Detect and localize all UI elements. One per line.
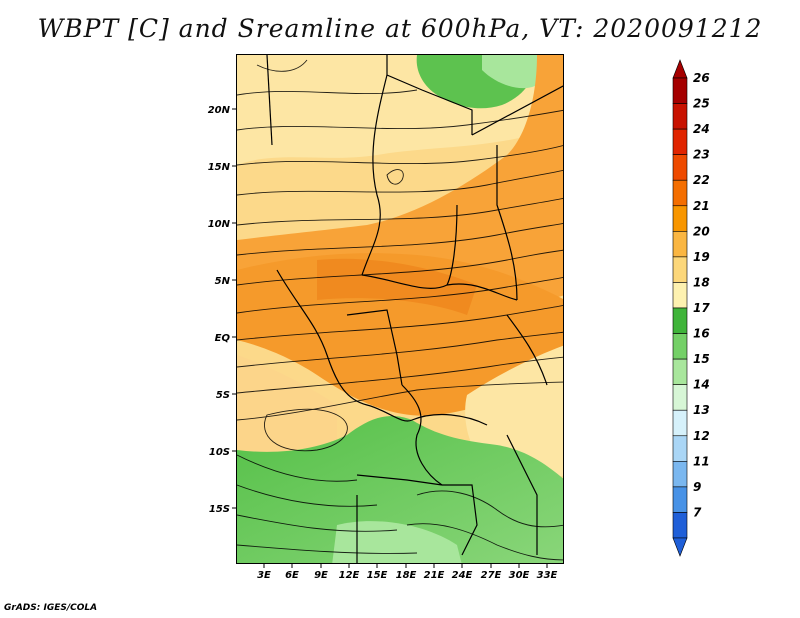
colorbar-level-label: 19 — [693, 250, 710, 264]
map-title: WBPT [C] and Sreamline at 600hPa, VT: 20… — [37, 14, 763, 43]
latitude-axis: 20N 15N 10N 5N EQ 5S 10S 15S — [208, 105, 236, 515]
colorbar-level-label: 18 — [693, 275, 710, 289]
lat-tick-label: 5S — [216, 390, 230, 401]
credit-text: GrADS: IGES/COLA — [4, 603, 98, 613]
colorbar-level-label: 13 — [693, 403, 710, 417]
lon-tick-label: 24E — [452, 570, 473, 581]
longitude-axis: 3E 6E 9E 12E 15E 18E 21E 24E 27E 30E 33E — [257, 564, 558, 581]
lon-tick-label: 12E — [339, 570, 360, 581]
colorbar-level-label: 20 — [693, 224, 710, 238]
country-borders — [266, 55, 563, 563]
lon-tick-label: 3E — [257, 570, 271, 581]
colorbar-segment — [672, 154, 688, 181]
colorbar-segment — [672, 409, 688, 437]
colorbar-level-label: 22 — [693, 173, 710, 187]
colorbar-level-label: 17 — [693, 301, 710, 315]
colorbar-segment — [672, 128, 688, 155]
lon-tick-label: 18E — [396, 570, 417, 581]
colorbar-level-label: 12 — [693, 429, 710, 443]
colorbar-level-label: 15 — [693, 352, 710, 366]
lon-tick-label: 6E — [285, 570, 299, 581]
lon-tick-label: 27E — [481, 570, 502, 581]
lat-tick-group: 20N 15N 10N 5N EQ 5S 10S 15S — [208, 105, 236, 515]
lon-tick-label: 15E — [367, 570, 388, 581]
lat-tick-label: 10S — [209, 447, 230, 458]
colorbar-segment — [672, 256, 688, 283]
map-canvas — [237, 55, 563, 563]
colorbar-segment — [672, 77, 688, 104]
lon-tick-label: 9E — [314, 570, 328, 581]
colorbar-segments — [672, 59, 688, 557]
lat-tick-label: 20N — [208, 105, 231, 116]
colorbar-max-arrow — [672, 59, 688, 79]
colorbar-segment — [672, 231, 688, 258]
wbpt-band-16-north — [482, 55, 537, 89]
colorbar-segment — [672, 179, 688, 207]
colorbar-level-label: 14 — [693, 378, 710, 392]
colorbar-level-label: 25 — [693, 97, 710, 111]
colorbar-segment — [672, 512, 688, 539]
colorbar-segment — [672, 333, 688, 360]
colorbar-segment — [672, 358, 688, 385]
lat-tick-label: 5N — [215, 276, 231, 287]
colorbar-segment — [672, 307, 688, 334]
colorbar-labels: 26 25 24 23 22 21 20 19 18 17 16 15 14 13 12 11 9 7 — [693, 71, 710, 519]
colorbar-segment — [672, 103, 688, 130]
lon-tick-label: 33E — [537, 570, 558, 581]
colorbar-level-label: 24 — [693, 122, 710, 136]
lon-tick-label: 21E — [424, 570, 445, 581]
lat-tick-label: 10N — [208, 219, 231, 230]
colorbar-level-label: 21 — [693, 199, 710, 213]
wbpt-band-22-core — [317, 258, 477, 315]
colorbar-level-label: 7 — [693, 505, 702, 519]
wbpt-band-17-south — [237, 416, 563, 563]
wbpt-band-20-west — [237, 355, 337, 454]
colorbar-segment — [672, 435, 688, 462]
colorbar-segment — [672, 205, 688, 232]
streamlines — [237, 59, 563, 561]
lon-tick-label: 30E — [509, 570, 530, 581]
lat-tick-label: EQ — [215, 333, 231, 344]
colorbar-segment — [672, 461, 688, 488]
colorbar-level-label: 11 — [693, 454, 710, 468]
lon-tick-group: 3E 6E 9E 12E 15E 18E 21E 24E 27E 30E 33E — [257, 564, 558, 581]
colorbar-level-label: 26 — [693, 71, 710, 85]
colorbar-level-label: 23 — [693, 148, 710, 162]
wbpt-band-21 — [237, 55, 563, 300]
lat-tick-label: 15N — [208, 162, 231, 173]
colorbar-segment — [672, 384, 688, 411]
colorbar-level-label: 16 — [693, 327, 710, 341]
map-panel — [236, 54, 564, 564]
colorbar-segment — [672, 486, 688, 513]
colorbar-min-arrow — [672, 537, 688, 557]
lat-tick-label: 15S — [209, 504, 230, 515]
colorbar-level-label: 9 — [693, 480, 701, 494]
colorbar-segment — [672, 282, 688, 309]
colorbar: 26 25 24 23 22 21 20 19 18 17 16 15 14 13 12 11 9 7 — [672, 59, 710, 557]
